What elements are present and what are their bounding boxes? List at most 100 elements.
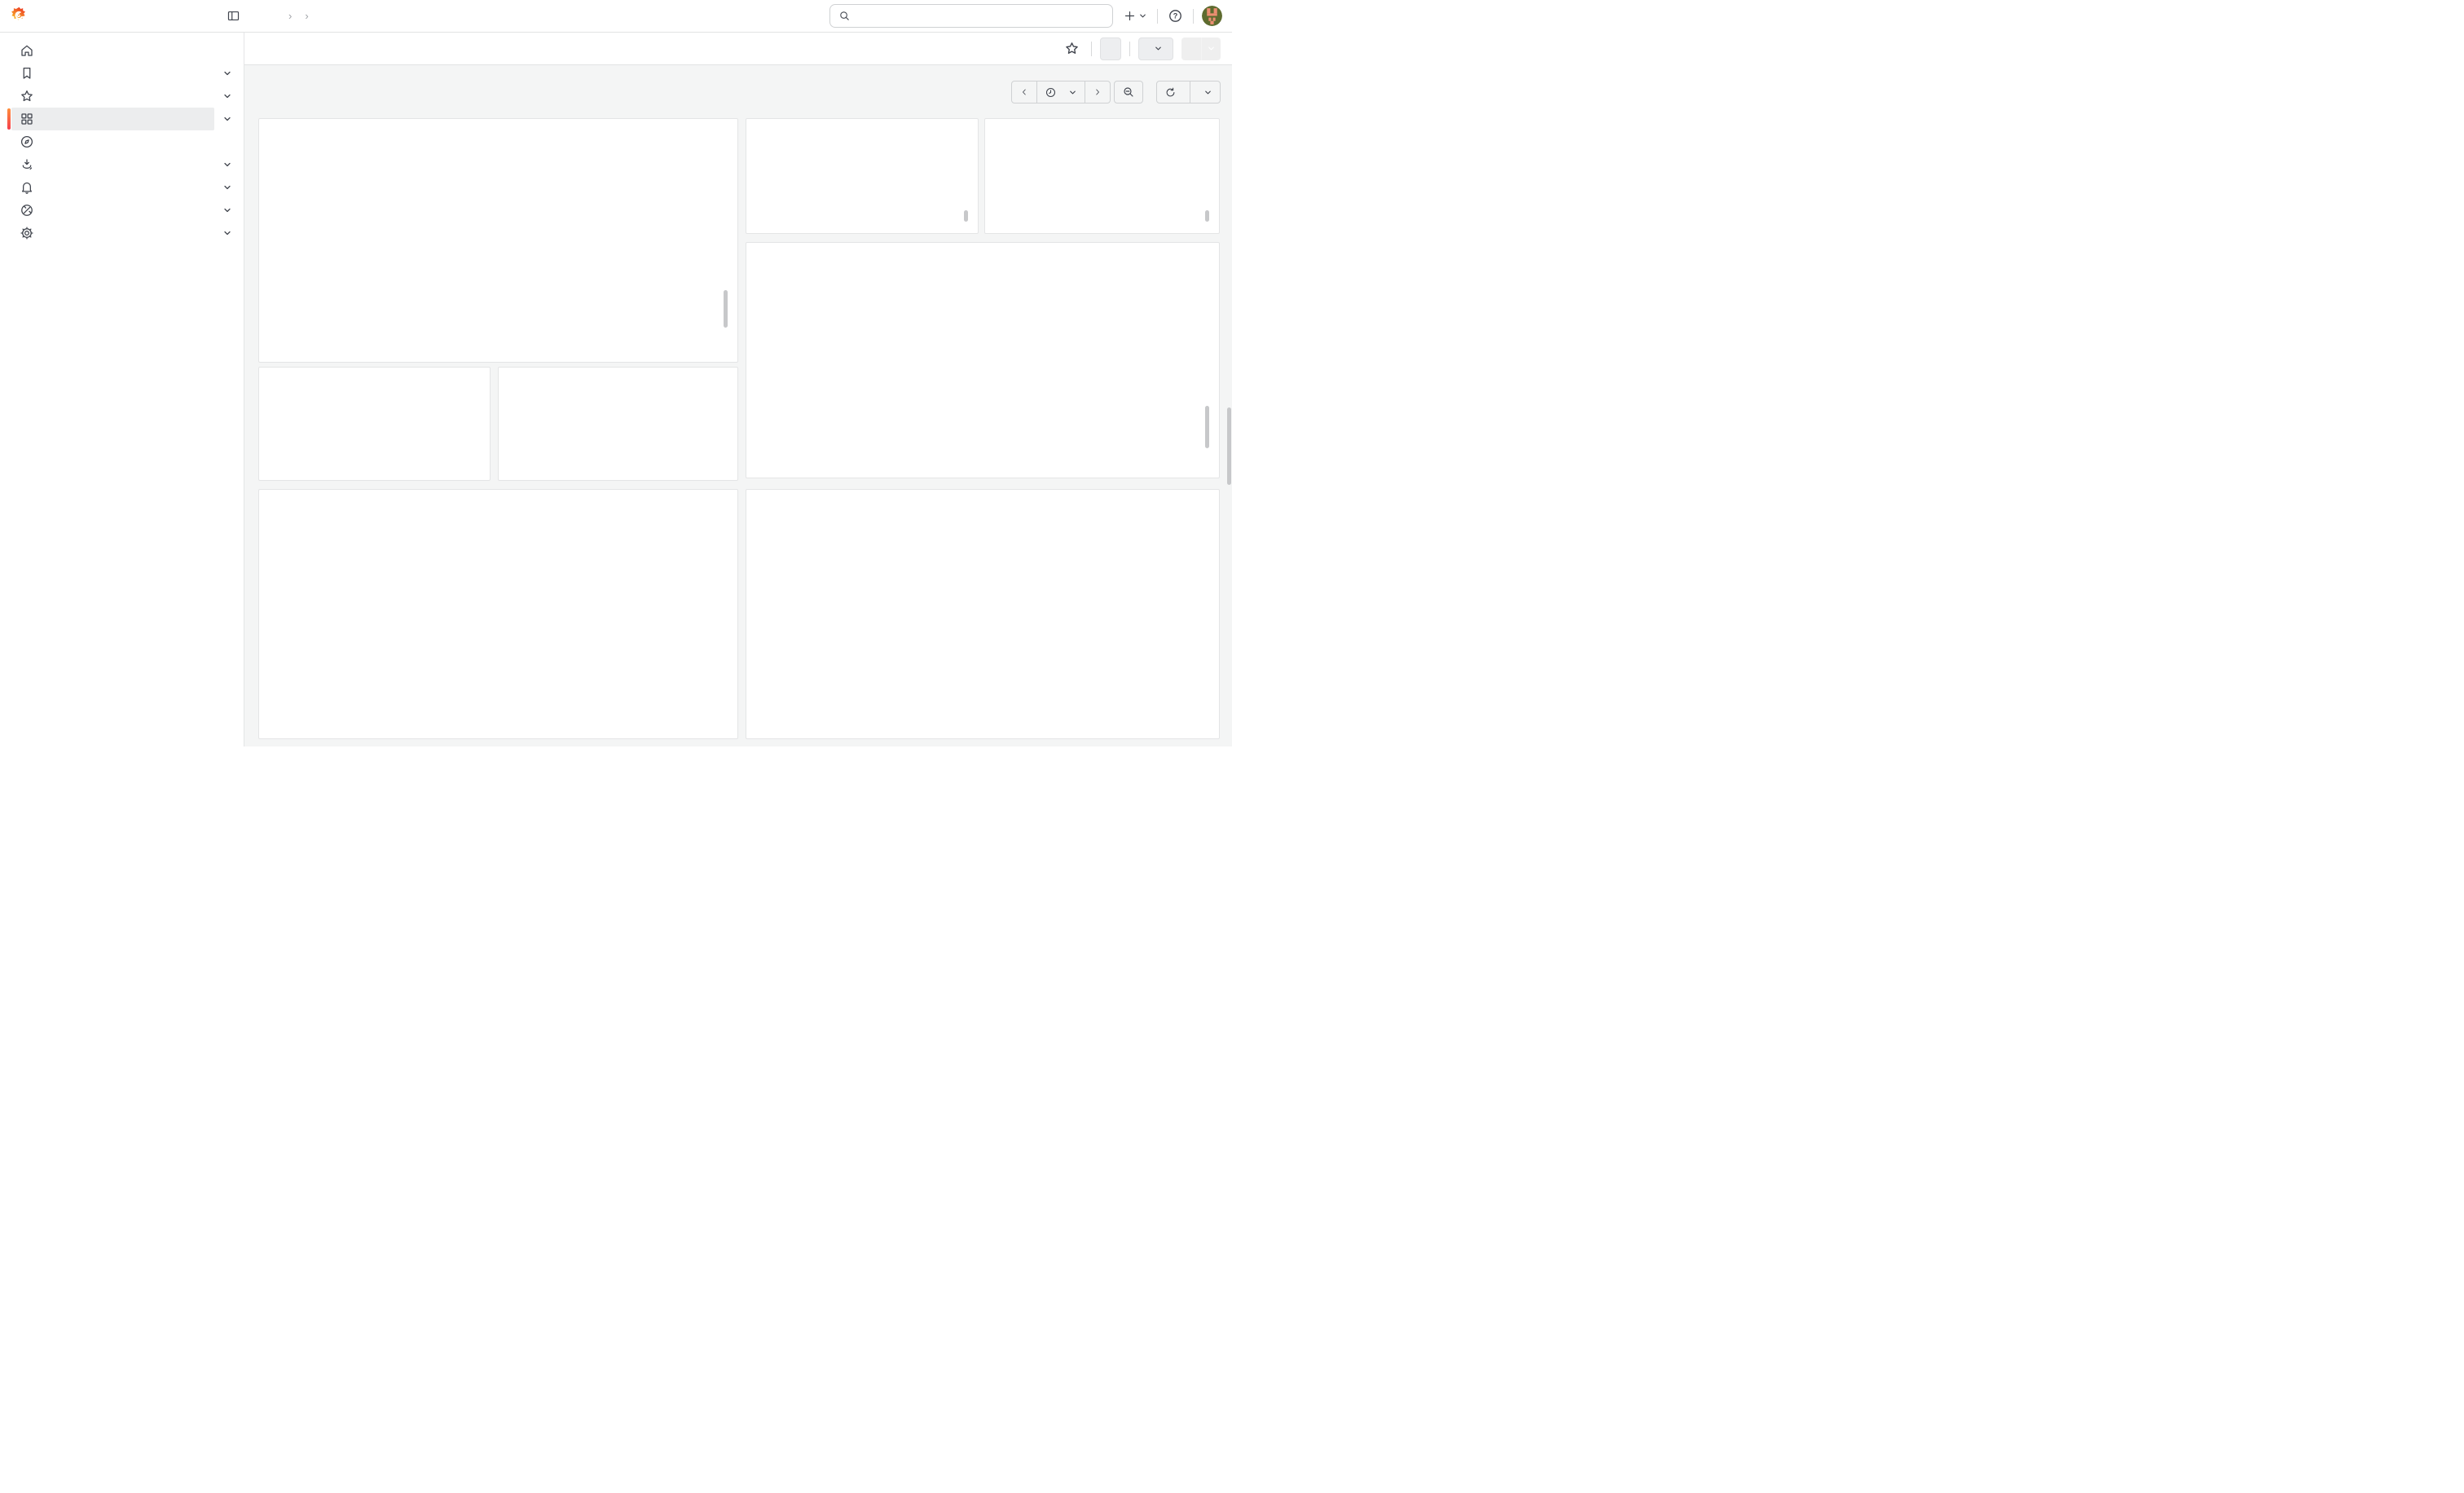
panel-legend xyxy=(756,403,1209,471)
breadcrumb-separator: › xyxy=(288,10,293,22)
connections-plug-icon xyxy=(21,205,33,216)
export-button[interactable] xyxy=(1138,37,1173,60)
topbar-left xyxy=(10,5,244,28)
star-icon xyxy=(1065,42,1078,54)
topbar-right: ? xyxy=(829,4,1222,28)
chevron-left-icon xyxy=(1023,89,1026,95)
search-icon xyxy=(840,11,849,20)
legend-scrollbar[interactable] xyxy=(724,290,728,328)
breadcrumb: › › xyxy=(282,10,315,22)
chevron-down-icon xyxy=(224,185,231,190)
sidebar-item-home[interactable] xyxy=(11,39,214,62)
chevron-down-icon xyxy=(1205,90,1211,94)
sidebar-item-bookmarks[interactable] xyxy=(11,62,231,85)
chevron-down-icon xyxy=(1070,90,1076,94)
svg-text:?: ? xyxy=(1173,12,1178,20)
panel-memory-usage xyxy=(746,118,979,234)
sidebar-item-explore[interactable] xyxy=(11,130,214,153)
help-button[interactable]: ? xyxy=(1166,5,1185,28)
top-navigation-bar: › › ? xyxy=(0,0,1232,33)
sidebar-item-connections[interactable] xyxy=(11,199,231,222)
search-input[interactable] xyxy=(829,4,1113,28)
divider xyxy=(1157,8,1158,24)
gear-icon xyxy=(20,227,33,240)
share-split-button xyxy=(1181,37,1221,60)
chevron-down-icon xyxy=(1155,46,1161,51)
zoom-out-button[interactable] xyxy=(1115,81,1142,103)
chevron-down-icon xyxy=(1140,14,1146,18)
sidebar-item-starred[interactable] xyxy=(11,85,231,108)
add-new-button[interactable] xyxy=(1121,5,1149,28)
home-icon xyxy=(21,45,33,56)
chevron-down-icon xyxy=(1208,46,1214,51)
time-shift-back-button[interactable] xyxy=(1012,81,1036,103)
memory-usage-chart[interactable] xyxy=(756,127,968,209)
edit-button[interactable] xyxy=(1100,37,1121,60)
chevron-down-icon xyxy=(224,94,231,99)
chevron-down-icon xyxy=(224,71,231,76)
refresh-button[interactable] xyxy=(1157,81,1190,103)
chevron-down-icon xyxy=(224,208,231,213)
panel-mcp-active-connections xyxy=(258,489,738,739)
panel-cpu-usage xyxy=(984,118,1220,234)
legend-scrollbar[interactable] xyxy=(1205,406,1209,448)
panel-legend xyxy=(756,209,968,227)
time-range-group xyxy=(1011,81,1111,103)
clock-icon xyxy=(1045,87,1056,97)
panel-mcp-request-duration xyxy=(746,242,1220,478)
chevron-down-icon xyxy=(224,117,231,121)
refresh-interval-picker[interactable] xyxy=(1190,81,1220,103)
mcp-active-connections-chart[interactable] xyxy=(269,498,728,712)
user-avatar[interactable] xyxy=(1202,6,1222,26)
dashboard-header xyxy=(244,33,1232,65)
share-dropdown-button[interactable] xyxy=(1201,37,1221,60)
favorite-star-button[interactable] xyxy=(1060,37,1083,60)
total-request-rate-sparkline[interactable] xyxy=(267,432,470,479)
panel-http-request-rate xyxy=(258,118,738,363)
bell-icon xyxy=(21,182,33,194)
breadcrumb-separator: › xyxy=(305,10,309,22)
question-circle-icon: ? xyxy=(1169,10,1181,22)
refresh-icon xyxy=(1166,87,1175,96)
drilldown-icon xyxy=(22,159,33,170)
http-request-rate-chart[interactable] xyxy=(269,127,728,287)
divider xyxy=(1091,41,1092,56)
cpu-usage-chart[interactable] xyxy=(995,127,1209,209)
panel-legend xyxy=(995,209,1209,227)
time-range-picker[interactable] xyxy=(1036,81,1085,103)
zoom-out-icon xyxy=(1124,87,1133,97)
divider xyxy=(1129,41,1130,56)
mcp-request-duration-chart[interactable] xyxy=(756,251,1209,403)
sidebar-item-administration[interactable] xyxy=(11,222,231,244)
error-rate-sparkline[interactable] xyxy=(507,462,726,478)
legend-scrollbar[interactable] xyxy=(964,210,968,222)
legend-scrollbar[interactable] xyxy=(1205,210,1209,222)
time-shift-forward-button[interactable] xyxy=(1085,81,1110,103)
dashboard-canvas xyxy=(244,65,1232,746)
no-data-message xyxy=(756,498,1209,732)
panel-active-goroutines xyxy=(746,489,1220,739)
chevron-down-icon xyxy=(224,162,231,167)
panel-error-rate xyxy=(498,367,738,481)
page-scrollbar[interactable] xyxy=(1227,407,1231,485)
sidebar-item-alerting[interactable] xyxy=(11,176,231,199)
time-controls xyxy=(1011,81,1221,103)
star-icon xyxy=(21,90,33,102)
grafana-logo xyxy=(10,6,29,27)
plus-icon xyxy=(1124,11,1135,21)
panel-legend xyxy=(269,287,728,355)
chevron-right-icon xyxy=(1096,89,1099,95)
compass-icon xyxy=(20,135,33,148)
panel-legend xyxy=(269,712,728,732)
dashboards-grid-icon xyxy=(21,113,33,125)
sidebar-toggle-button[interactable] xyxy=(222,5,244,28)
share-button[interactable] xyxy=(1181,37,1201,60)
sidebar xyxy=(0,33,244,746)
divider xyxy=(1193,8,1194,24)
chevron-down-icon xyxy=(224,231,231,236)
sidebar-item-drilldown[interactable] xyxy=(11,153,231,176)
bookmark-icon xyxy=(23,67,31,79)
panel-total-request-rate xyxy=(258,367,491,481)
refresh-group xyxy=(1156,81,1221,103)
sidebar-item-dashboards[interactable] xyxy=(7,108,231,130)
